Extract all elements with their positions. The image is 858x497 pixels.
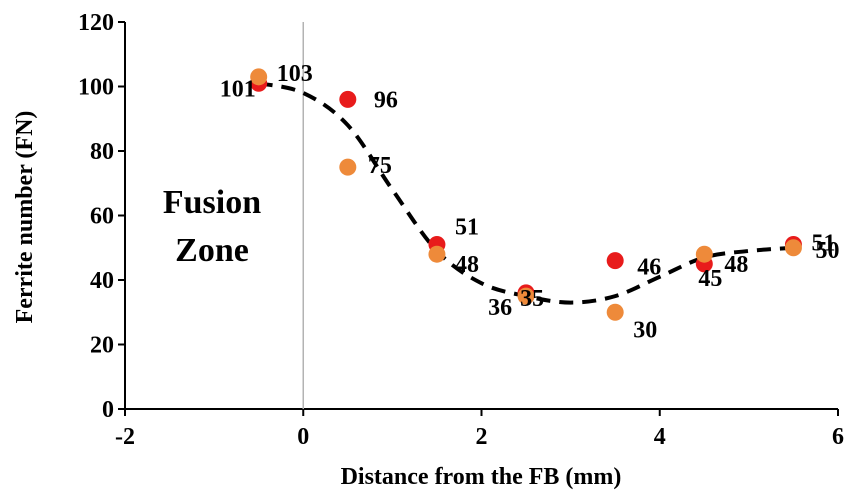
- x-tick-label: 4: [654, 424, 666, 450]
- data-point-series-1: [695, 245, 713, 263]
- fusion-zone-annotation-line-2: Zone: [175, 232, 249, 269]
- data-label-series-1: 75: [368, 153, 392, 179]
- data-point-series-1: [339, 158, 357, 176]
- data-label-series-0: 96: [374, 87, 398, 113]
- data-label-series-1: 103: [277, 61, 313, 87]
- data-label-series-0: 51: [455, 215, 479, 241]
- data-label-series-0: 36: [488, 295, 512, 321]
- x-tick-label: 6: [832, 424, 844, 450]
- data-point-series-1: [428, 245, 446, 263]
- data-label-series-1: 50: [815, 238, 839, 264]
- y-tick-label: 20: [90, 333, 114, 359]
- y-axis-label: Ferrite number (FN): [12, 111, 38, 324]
- data-point-series-1: [517, 287, 535, 305]
- y-tick-label: 80: [90, 139, 114, 165]
- y-tick-label: 40: [90, 268, 114, 294]
- y-tick-label: 60: [90, 204, 114, 230]
- data-point-series-0: [606, 252, 624, 270]
- y-tick-label: 0: [102, 397, 114, 423]
- y-tick-label: 120: [78, 10, 114, 36]
- data-label-series-0: 45: [698, 266, 722, 292]
- data-point-series-1: [784, 239, 802, 257]
- data-label-series-0: 101: [220, 76, 256, 102]
- x-axis-label: Distance from the FB (mm): [341, 464, 622, 490]
- data-label-series-1: 48: [455, 252, 479, 278]
- data-label-series-1: 30: [633, 317, 657, 343]
- x-tick-label: -2: [115, 424, 135, 450]
- x-tick-label: 0: [297, 424, 309, 450]
- data-label-series-1: 48: [724, 252, 748, 278]
- data-label-series-0: 51: [811, 231, 835, 257]
- data-point-series-1: [250, 68, 268, 86]
- data-point-series-1: [606, 303, 624, 321]
- fusion-zone-annotation-line-1: Fusion: [163, 184, 261, 221]
- y-tick-label: 100: [78, 75, 114, 101]
- data-label-series-1: 35: [520, 286, 544, 312]
- x-tick-label: 2: [476, 424, 488, 450]
- data-label-series-0: 46: [637, 255, 661, 281]
- data-point-series-0: [339, 90, 357, 108]
